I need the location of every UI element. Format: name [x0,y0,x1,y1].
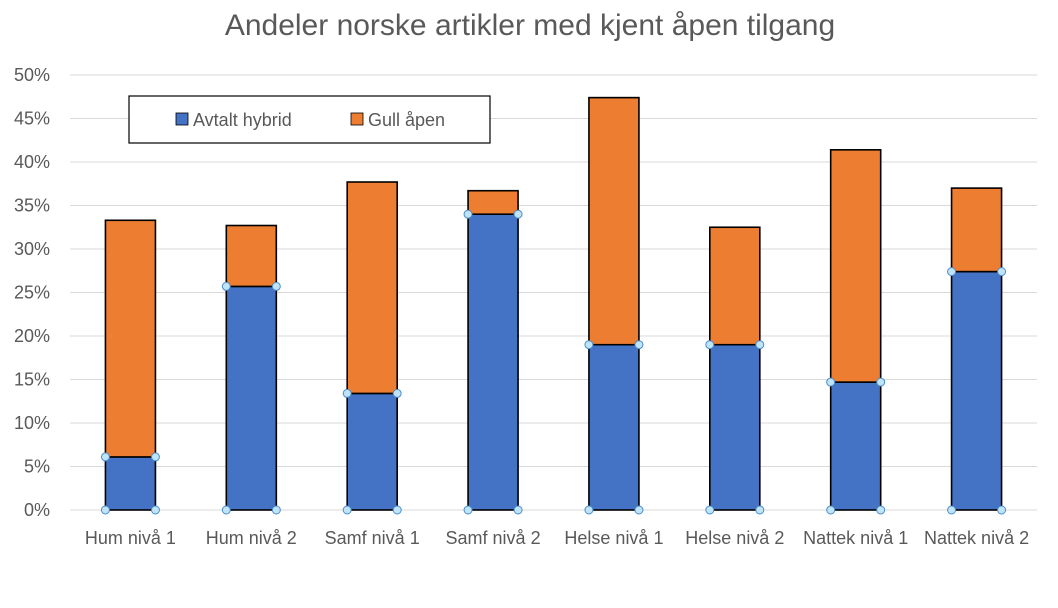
selection-handle[interactable] [221,281,231,291]
selection-handle[interactable] [826,505,836,515]
x-axis-ticks: Hum nivå 1 Hum nivå 2 Samf nivå 1 Samf nivå… [85,528,1029,548]
selection-handle[interactable] [876,505,886,515]
x-tick-label: Hum nivå 1 [85,528,176,548]
y-tick-label: 50% [14,65,50,85]
selection-handle[interactable] [150,505,160,515]
bar-avtalt-hybrid [709,343,761,511]
bar-gull-apen [829,149,882,383]
selection-handle[interactable] [513,505,523,515]
x-tick-label: Helse nivå 1 [564,528,663,548]
selection-handle[interactable] [947,267,957,277]
bar-avtalt-hybrid [104,456,157,511]
bar-gull-apen [225,224,278,288]
bar-gull-apen [588,96,640,346]
bar-avtalt-hybrid [950,270,1003,511]
selection-handle[interactable] [100,452,110,462]
selection-handle[interactable] [513,209,523,219]
selection-handle[interactable] [271,505,281,515]
bar-avtalt-hybrid [225,285,278,511]
y-tick-label: 0% [24,500,50,520]
selection-handle[interactable] [826,377,836,387]
legend-label-avtalt-hybrid: Avtalt hybrid [193,110,292,130]
y-tick-label: 15% [14,370,50,390]
bars [100,96,1007,515]
selection-handle[interactable] [634,505,644,515]
y-tick-label: 25% [14,283,50,303]
bar-gull-apen [950,187,1003,273]
legend-box [128,95,491,144]
selection-handle[interactable] [221,505,231,515]
selection-handle[interactable] [755,505,765,515]
chart-title: Andeler norske artikler med kjent åpen t… [225,9,835,42]
selection-handle[interactable] [997,267,1007,277]
legend-label-gull-apen: Gull åpen [368,110,445,130]
selection-handle[interactable] [947,505,957,515]
selection-handle[interactable] [584,340,594,350]
x-tick-label: Samf nivå 1 [325,528,420,548]
bar-avtalt-hybrid [588,343,640,511]
selection-handle[interactable] [392,505,402,515]
selection-handle[interactable] [100,505,110,515]
bar-avtalt-hybrid [346,392,398,511]
selection-handle[interactable] [392,388,402,398]
legend-swatch-avtalt-hybrid [175,112,189,126]
bar-gull-apen [104,219,157,458]
x-tick-label: Nattek nivå 1 [803,528,908,548]
selection-handle[interactable] [876,377,886,387]
x-tick-label: Helse nivå 2 [685,528,784,548]
bar-gull-apen [346,181,398,395]
selection-handle[interactable] [705,340,715,350]
selection-handle[interactable] [584,505,594,515]
y-tick-label: 30% [14,239,50,259]
y-tick-label: 5% [24,457,50,477]
selection-handle[interactable] [755,340,765,350]
y-axis-ticks: 0% 5% 10% 15% 20% 25% 30% 35% 40% 45% 50% [14,65,50,520]
x-tick-label: Samf nivå 2 [446,528,541,548]
bar-avtalt-hybrid [467,213,519,511]
y-tick-label: 20% [14,326,50,346]
y-tick-label: 35% [14,196,50,216]
selection-handle[interactable] [634,340,644,350]
selection-handle[interactable] [150,452,160,462]
selection-handle[interactable] [463,505,473,515]
y-tick-label: 40% [14,152,50,172]
legend: Avtalt hybrid Gull åpen [128,95,491,144]
legend-swatch-gull-apen [350,112,364,126]
selection-handle[interactable] [342,388,352,398]
selection-handle[interactable] [463,209,473,219]
y-tick-label: 10% [14,413,50,433]
bar-gull-apen [467,189,519,216]
bar-gull-apen [709,226,761,346]
x-tick-label: Nattek nivå 2 [924,528,1029,548]
selection-handle[interactable] [997,505,1007,515]
selection-handle[interactable] [271,281,281,291]
x-tick-label: Hum nivå 2 [206,528,297,548]
selection-handle[interactable] [342,505,352,515]
y-tick-label: 45% [14,109,50,129]
selection-handle[interactable] [705,505,715,515]
bar-avtalt-hybrid [829,381,882,511]
